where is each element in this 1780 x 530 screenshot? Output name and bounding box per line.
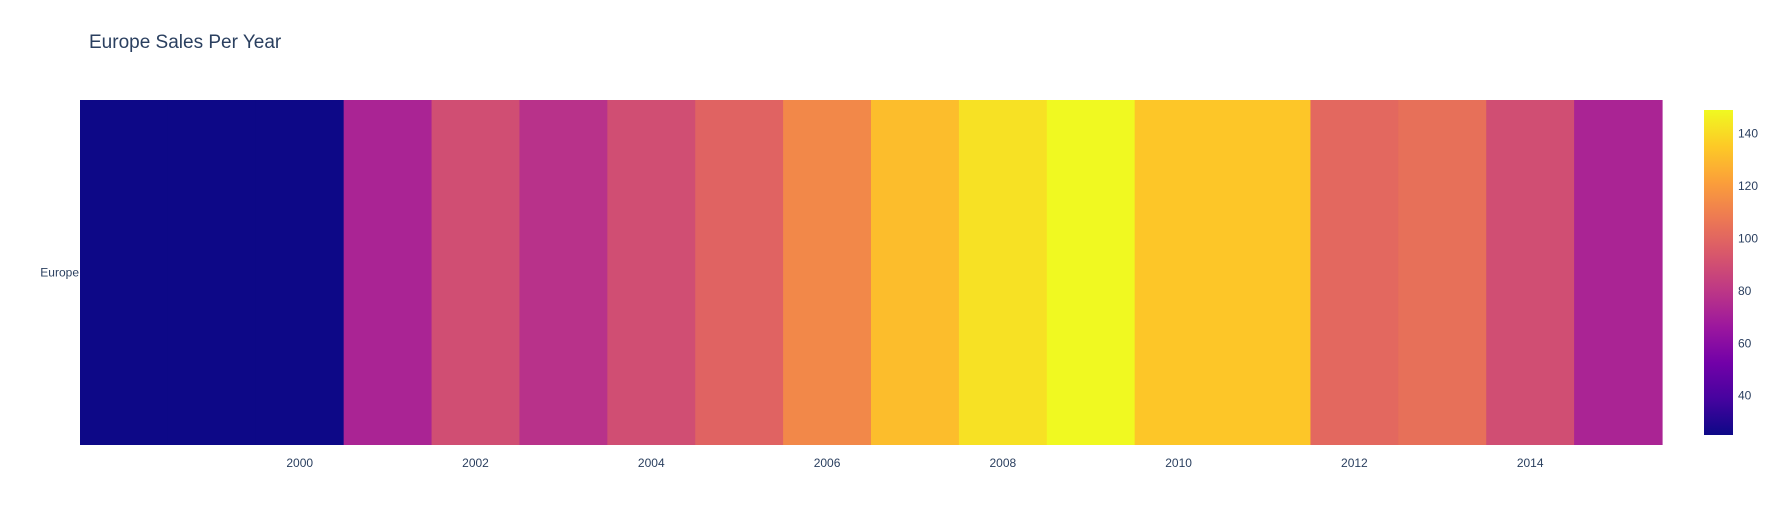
colorbar-tick-label: 100	[1738, 231, 1758, 245]
x-tick-label: 2002	[462, 456, 489, 470]
heatmap-cell	[871, 100, 960, 445]
heatmap-cells	[80, 100, 1663, 445]
x-tick-label: 2006	[814, 456, 841, 470]
y-axis-ticks: Europe	[40, 266, 79, 280]
heatmap-cell	[1222, 100, 1312, 445]
heatmap-cell	[958, 100, 1048, 445]
heatmap-cell	[783, 100, 872, 445]
chart-title: Europe Sales Per Year	[89, 32, 282, 53]
x-tick-label: 2004	[638, 456, 665, 470]
heatmap-cell	[519, 100, 608, 445]
colorbar-tick-label: 40	[1738, 389, 1752, 403]
colorbar-tick-label: 60	[1738, 336, 1752, 350]
heatmap-cell	[255, 100, 345, 445]
x-tick-label: 2008	[989, 456, 1016, 470]
heatmap-cell	[607, 100, 696, 445]
heatmap-cell	[1046, 100, 1136, 445]
heatmap-cell	[1134, 100, 1224, 445]
x-tick-label: 2014	[1517, 456, 1544, 470]
colorbar-tick-label: 80	[1738, 284, 1752, 298]
x-axis-ticks: 2000 2002 2004 2006 2008 2010 2012 2014	[286, 456, 1543, 470]
heatmap-cell	[343, 100, 433, 445]
heatmap-cell	[1486, 100, 1575, 445]
x-tick-label: 2012	[1341, 456, 1368, 470]
colorbar-gradient	[1704, 110, 1733, 435]
heatmap-cell	[1574, 100, 1663, 445]
colorbar-tick-label: 120	[1738, 179, 1758, 193]
x-tick-label: 2000	[286, 456, 313, 470]
y-tick-label: Europe	[40, 266, 79, 280]
x-tick-label: 2010	[1165, 456, 1192, 470]
heatmap-cell	[167, 100, 257, 445]
heatmap-cell	[431, 100, 521, 445]
colorbar-tick-label: 140	[1738, 127, 1758, 141]
heatmap-cell	[1310, 100, 1399, 445]
heatmap-cell	[80, 100, 169, 445]
colorbar: 40 60 80 100 120 140	[1704, 110, 1758, 435]
heatmap-cell	[695, 100, 784, 445]
heatmap-cell	[1398, 100, 1487, 445]
